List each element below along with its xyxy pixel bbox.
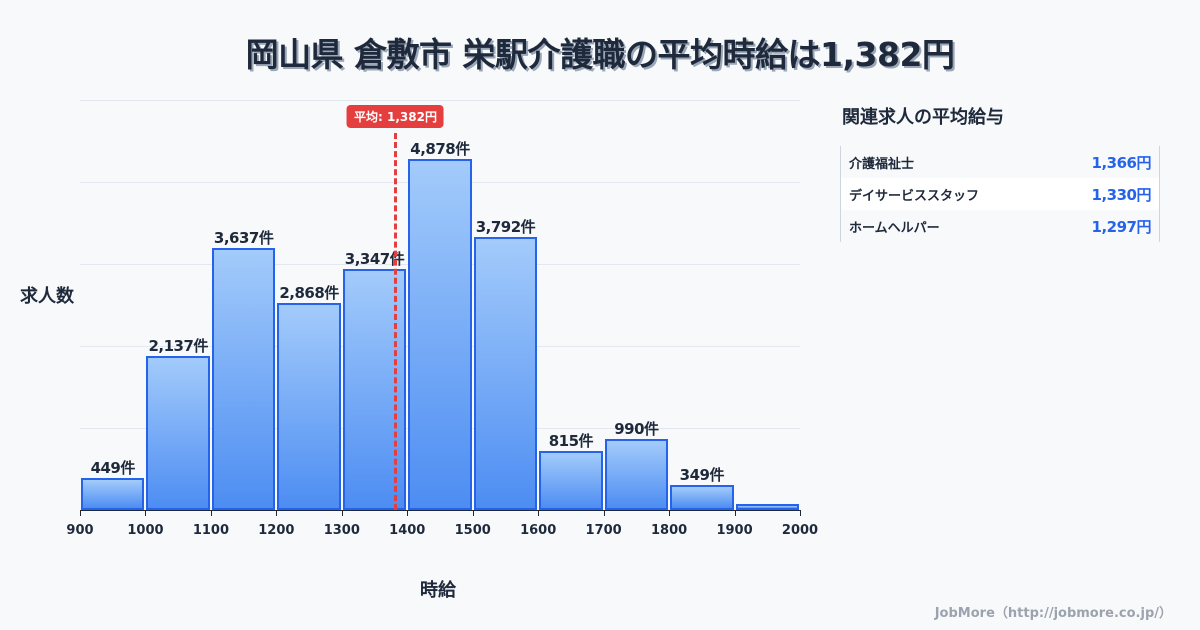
histogram-bar[interactable] xyxy=(408,158,472,510)
bar-value-label: 449件 xyxy=(90,458,136,477)
x-tick xyxy=(734,510,736,516)
source-credit: JobMore（http://jobmore.co.jp/） xyxy=(934,606,1172,621)
bar-value-label: 2,868件 xyxy=(279,284,339,303)
x-tick xyxy=(210,510,212,516)
x-tick xyxy=(407,510,409,516)
related-job-salary: 1,330円 xyxy=(1091,185,1152,204)
x-tick-label: 1600 xyxy=(520,523,557,538)
x-tick xyxy=(669,510,671,516)
mean-line xyxy=(394,133,398,510)
x-tick-label: 1000 xyxy=(127,523,164,538)
bar-value-label: 3,347件 xyxy=(344,249,405,268)
bar-value-label: 990件 xyxy=(614,419,659,438)
related-job-salary: 1,366円 xyxy=(1091,153,1152,172)
related-salary-title: 関連求人の平均給与 xyxy=(842,107,1004,128)
related-salary-table: 介護福祉士 1,366円 デイサービススタッフ 1,330円 ホームヘルパー 1… xyxy=(840,146,1160,242)
histogram-bar[interactable] xyxy=(146,356,210,510)
bar-value-label: 4,878件 xyxy=(410,139,470,158)
x-tick-label: 1400 xyxy=(389,523,426,538)
x-tick-label: 1300 xyxy=(323,523,360,538)
x-tick-label: 1700 xyxy=(585,523,622,538)
x-tick-label: 1100 xyxy=(192,523,229,538)
bar-value-label: 3,637件 xyxy=(213,228,274,247)
histogram-bar[interactable] xyxy=(539,451,603,510)
bar-value-label: 815件 xyxy=(548,432,594,451)
bar-value-label: 3,792件 xyxy=(475,217,536,236)
x-tick-label: 1800 xyxy=(650,523,688,538)
x-tick xyxy=(800,510,801,516)
x-tick-label: 1200 xyxy=(258,523,295,538)
x-axis-label: 時給 xyxy=(420,580,456,601)
x-tick xyxy=(341,510,343,516)
related-row: 介護福祉士 1,366円 xyxy=(841,146,1159,178)
x-tick-label: 1900 xyxy=(716,523,753,538)
related-job-salary: 1,297円 xyxy=(1091,217,1152,236)
histogram-chart: 求人数 時給 449件 2,137件 3,637件 2,868件 3,347件 4,878… xyxy=(20,100,819,601)
histogram-bar[interactable] xyxy=(604,438,669,510)
y-axis-label: 求人数 xyxy=(20,286,74,307)
page-title: 岡山県 倉敷市 栄駅介護職の平均時給は1,382円 xyxy=(245,35,955,74)
x-tick xyxy=(276,510,278,516)
bar-value-label: 349件 xyxy=(679,465,725,484)
mean-badge: 平均: 1,382円 xyxy=(347,105,444,128)
x-tick xyxy=(472,510,474,516)
related-job-name: ホームヘルパー xyxy=(849,220,940,236)
related-row: デイサービススタッフ 1,330円 xyxy=(841,178,1159,210)
x-tick xyxy=(80,510,81,516)
x-tick xyxy=(538,510,540,516)
x-tick-label: 900 xyxy=(66,523,94,538)
histogram-bar[interactable] xyxy=(81,477,145,510)
related-job-name: デイサービススタッフ xyxy=(849,188,980,204)
histogram-bar[interactable] xyxy=(473,236,538,510)
related-job-name: 介護福祉士 xyxy=(849,156,915,172)
histogram-bar[interactable] xyxy=(211,247,276,510)
related-row: ホームヘルパー 1,297円 xyxy=(841,210,1159,242)
x-tick xyxy=(603,510,605,516)
histogram-bar[interactable] xyxy=(735,504,799,510)
x-tick-label: 1500 xyxy=(454,523,491,538)
histogram-bar[interactable] xyxy=(670,484,734,510)
histogram-bar[interactable] xyxy=(277,303,341,510)
x-tick xyxy=(145,510,147,516)
gridline xyxy=(80,100,800,101)
x-tick-label: 2000 xyxy=(781,523,819,538)
bar-value-label: 2,137件 xyxy=(148,337,208,356)
x-axis-line xyxy=(80,510,800,511)
